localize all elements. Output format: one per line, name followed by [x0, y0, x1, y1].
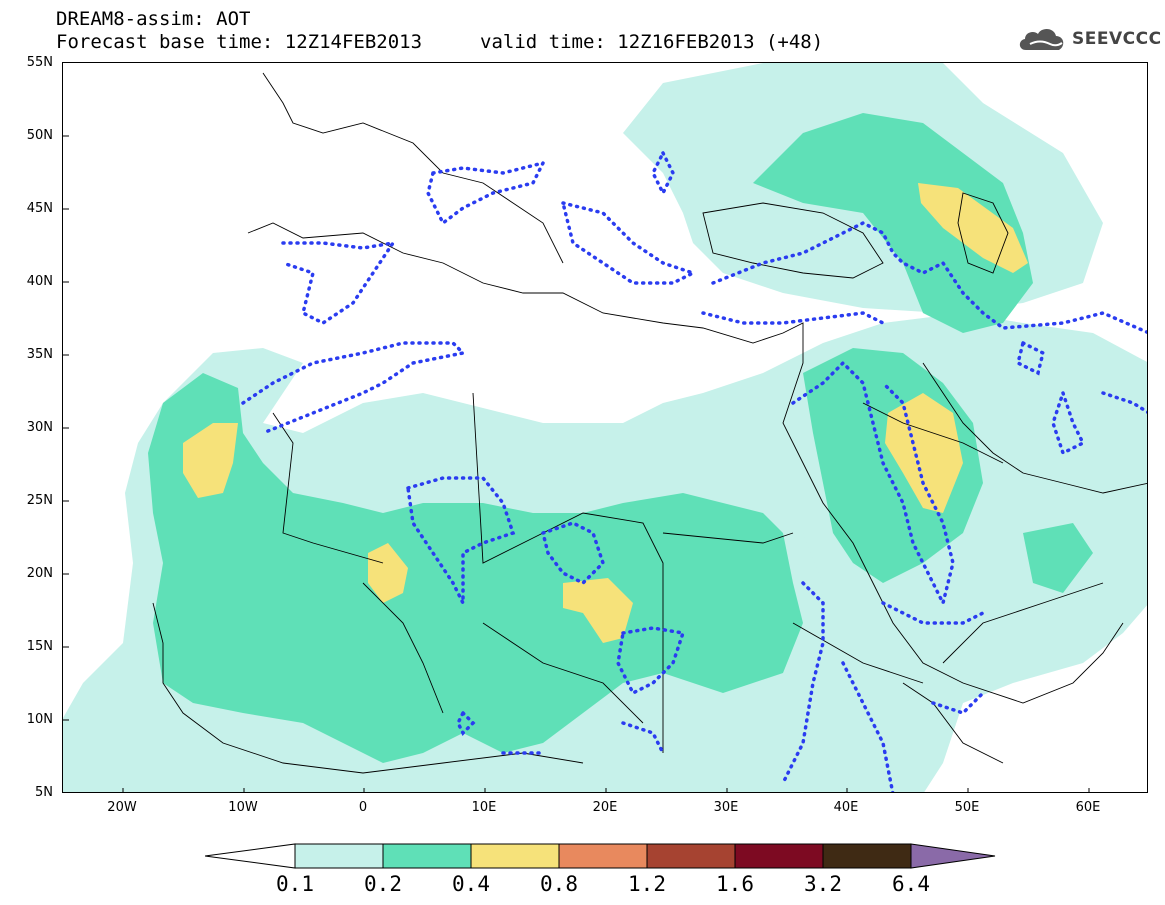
- lon-label-50e: 50E: [954, 800, 980, 815]
- lon-label-10w: 10W: [228, 800, 258, 815]
- lat-label-55n: 55N: [26, 55, 53, 70]
- colorbar-label-1-2: 1.2: [628, 872, 666, 896]
- colorbar-under-arrow: [205, 843, 296, 869]
- lat-label-40n: 40N: [26, 274, 53, 289]
- graticule-ticks: [63, 135, 1090, 792]
- colorbar-label-0-1: 0.1: [276, 872, 314, 896]
- aot-band-0-4-caspian: [918, 183, 1028, 273]
- colorbar-label-0-4: 0.4: [452, 872, 490, 896]
- lon-label-20e: 20E: [592, 800, 618, 815]
- colorbar-label-6-4: 6.4: [892, 872, 930, 896]
- colorbar-segment-1: [294, 843, 384, 869]
- lat-label-15n: 15N: [26, 639, 53, 654]
- seevccc-logo: SEEVCCC: [1016, 24, 1162, 54]
- aot-band-0-4-morocco: [183, 423, 238, 498]
- colorbar-label-3-2: 3.2: [804, 872, 842, 896]
- lat-label-25n: 25N: [26, 493, 53, 508]
- colorbar-label-0-8: 0.8: [540, 872, 578, 896]
- colorbar-label-1-6: 1.6: [716, 872, 754, 896]
- forecast-base-time: Forecast base time: 12Z14FEB2013: [56, 31, 423, 53]
- colorbar-over-arrow: [910, 843, 996, 869]
- aot-band-0-2-caucasus: [753, 113, 1033, 333]
- lat-label-50n: 50N: [26, 128, 53, 143]
- aot-map: [62, 62, 1148, 793]
- colorbar: [205, 843, 996, 869]
- aot-band-0-4-iraq: [885, 393, 963, 513]
- lon-label-60e: 60E: [1075, 800, 1101, 815]
- aot-band-0-4-mali: [368, 543, 408, 603]
- cloud-icon: [1019, 28, 1064, 50]
- aot-band-0-2-west: [148, 373, 803, 763]
- assimilation-contours: [241, 149, 1147, 792]
- colorbar-label-0-2: 0.2: [364, 872, 402, 896]
- aot-band-0-4-niger: [563, 578, 633, 643]
- valid-time: valid time: 12Z16FEB2013 (+48): [480, 31, 824, 53]
- lat-label-35n: 35N: [26, 347, 53, 362]
- lat-label-20n: 20N: [26, 566, 53, 581]
- aot-map-canvas: [63, 63, 1147, 792]
- lat-label-45n: 45N: [26, 201, 53, 216]
- lat-label-10n: 10N: [26, 712, 53, 727]
- colorbar-segment-6: [734, 843, 824, 869]
- lat-label-5n: 5N: [35, 785, 53, 800]
- colorbar-segment-7: [822, 843, 912, 869]
- lon-label-10e: 10E: [471, 800, 497, 815]
- colorbar-segment-3: [470, 843, 560, 869]
- colorbar-segment-5: [646, 843, 736, 869]
- colorbar-segment-2: [382, 843, 472, 869]
- aot-band-0-2-gulf: [1023, 523, 1093, 593]
- coastlines: [152, 72, 1147, 774]
- lon-label-30e: 30E: [713, 800, 739, 815]
- lon-label-40e: 40E: [833, 800, 859, 815]
- lon-label-20w: 20W: [107, 800, 137, 815]
- lon-label-0: 0: [358, 800, 368, 815]
- colorbar-segment-4: [558, 843, 648, 869]
- logo-text: SEEVCCC: [1072, 29, 1162, 49]
- map-title: DREAM8-assim: AOT: [56, 8, 251, 30]
- lat-label-30n: 30N: [26, 420, 53, 435]
